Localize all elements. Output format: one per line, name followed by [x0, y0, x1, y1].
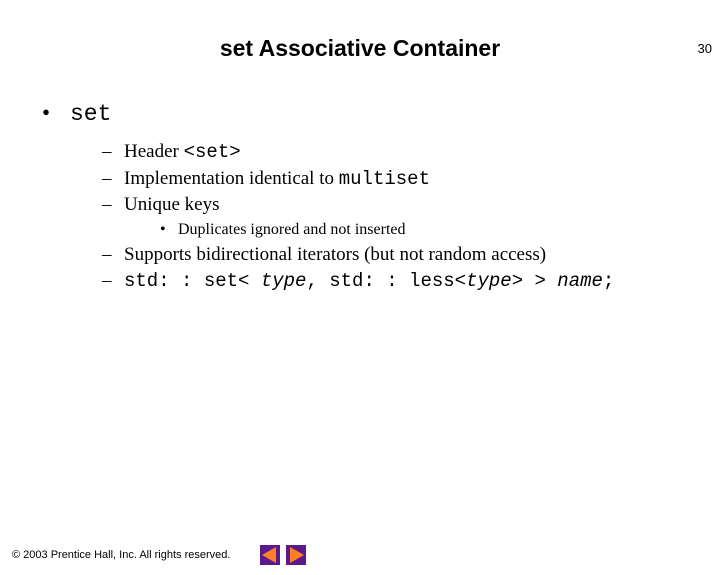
slide-content: •set –Header <set> –Implementation ident… [0, 100, 720, 294]
bullet-level2: –Supports bidirectional iterators (but n… [42, 242, 700, 268]
bullet-level2-code: –std: : set< type, std: : less<type> > n… [42, 268, 700, 295]
bullet-level1: •set [42, 100, 700, 127]
slide-title: set Associative Container [0, 35, 720, 62]
bullet-level3: •Duplicates ignored and not inserted [42, 218, 700, 242]
bullet-level2: –Unique keys [42, 192, 700, 218]
next-slide-button[interactable] [286, 545, 306, 565]
prev-slide-button[interactable] [260, 545, 280, 565]
bullet-level2: –Header <set> [42, 139, 700, 166]
bullet-level2: –Implementation identical to multiset [42, 166, 700, 193]
page-number: 30 [698, 41, 712, 56]
nav-buttons [260, 545, 306, 565]
bullet-text: set [70, 101, 111, 127]
copyright-footer: © 2003 Prentice Hall, Inc. All rights re… [12, 549, 230, 561]
